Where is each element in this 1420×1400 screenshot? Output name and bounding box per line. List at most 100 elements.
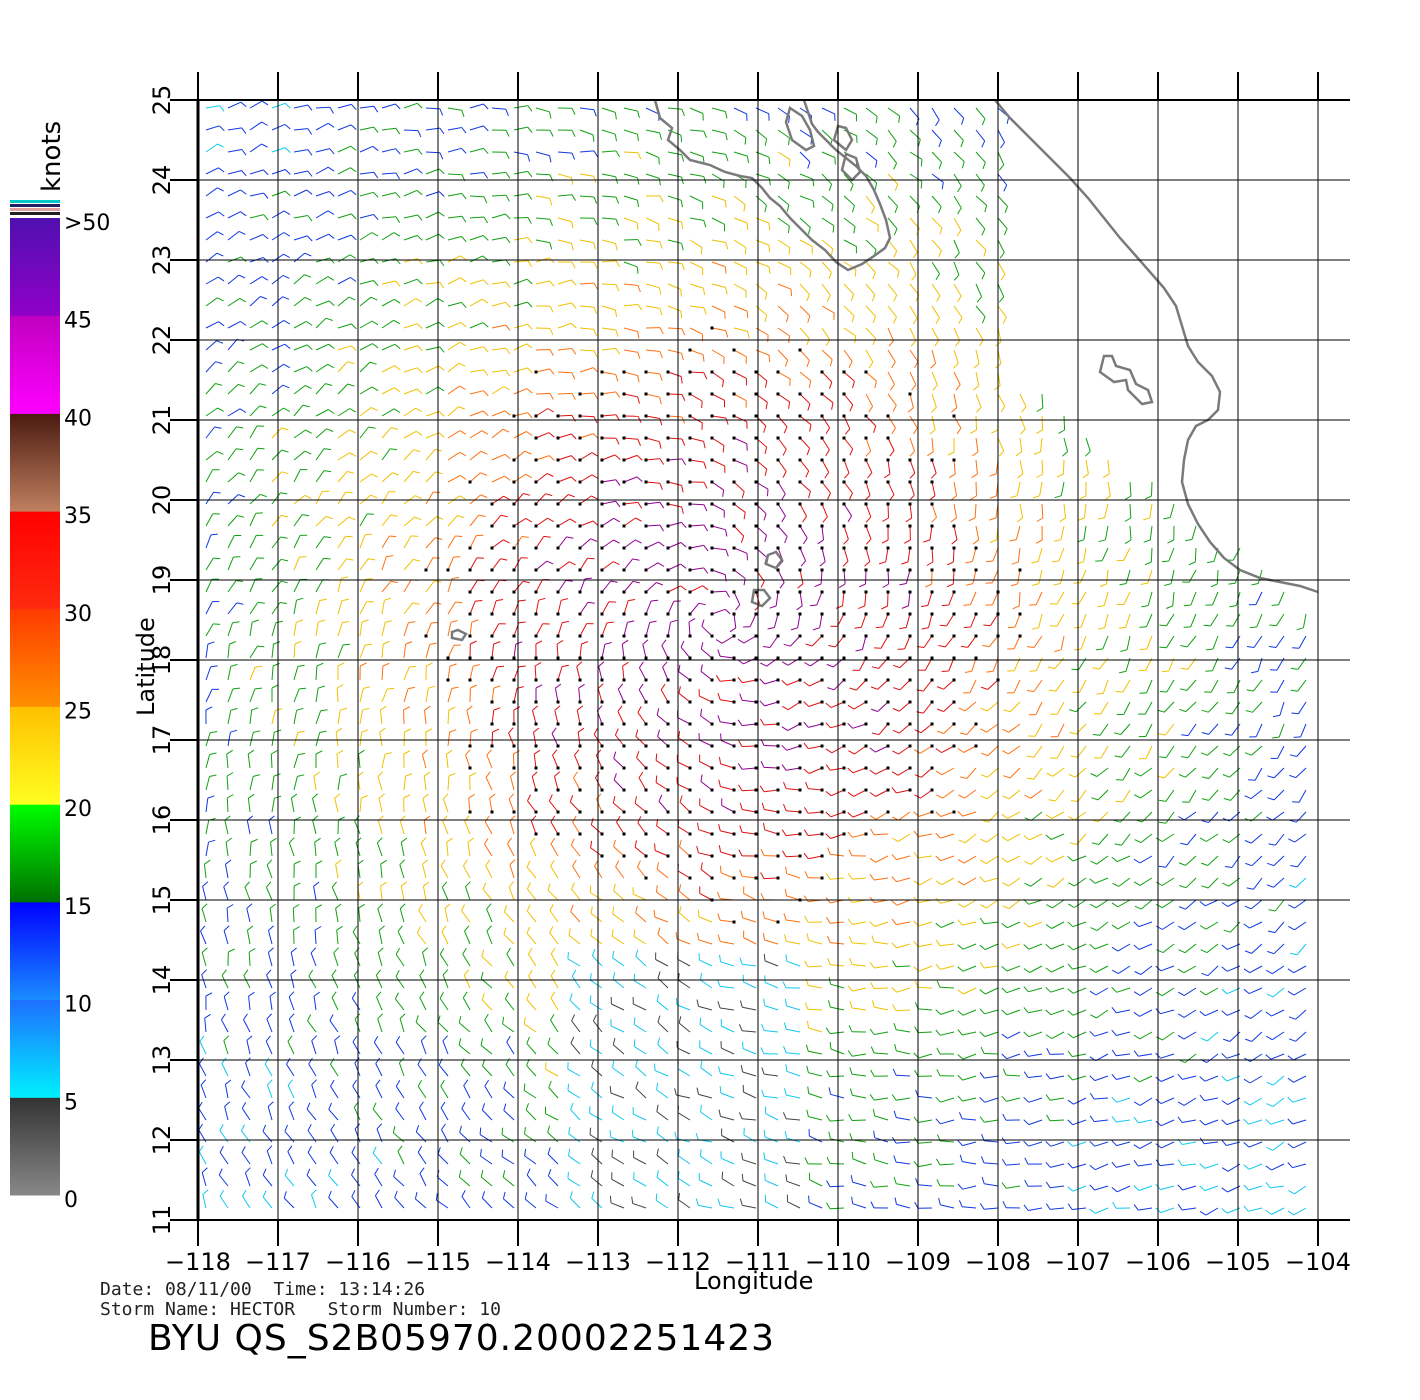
wind-barb [830, 921, 845, 924]
wind-barb-flag [1221, 944, 1228, 950]
wind-barb [989, 613, 999, 626]
wind-barb [1008, 877, 1021, 887]
rain-flag-dot [952, 568, 956, 572]
wind-barb-flag [263, 169, 269, 176]
wind-barb [943, 723, 955, 734]
wind-barb [352, 931, 361, 945]
wind-barb [975, 305, 986, 318]
wind-barb [689, 173, 704, 177]
wind-barb-flag [615, 374, 619, 382]
wind-barb [689, 544, 704, 549]
rain-flag-dot [732, 502, 736, 506]
wind-barb-flag [700, 1105, 702, 1113]
wind-barb-flag [293, 904, 300, 909]
wind-barb-flag [284, 102, 291, 109]
wind-barb-flag [350, 276, 357, 282]
wind-barb [601, 644, 606, 659]
wind-barb [557, 600, 562, 615]
wind-barb-flag [571, 261, 576, 269]
wind-barb-flag [760, 872, 765, 879]
wind-barb [970, 613, 977, 628]
wind-barb [1161, 921, 1175, 930]
wind-barb [733, 129, 747, 139]
wind-barb [700, 781, 713, 791]
wind-barb-flag [504, 475, 511, 481]
wind-barb [1273, 789, 1285, 801]
wind-barb [698, 829, 713, 835]
wind-barb [797, 613, 801, 628]
wind-barb-flag [287, 1079, 293, 1086]
wind-barb-flag [950, 517, 957, 523]
wind-barb [464, 820, 471, 835]
wind-barb-flag [681, 328, 686, 336]
wind-barb-flag [1155, 903, 1163, 909]
wind-barb-flag [635, 539, 642, 544]
wind-barb-flag [891, 787, 897, 794]
wind-barb-flag [659, 241, 663, 249]
wind-barb [1182, 1075, 1197, 1080]
wind-barb-flag [1200, 949, 1208, 954]
wind-barb [425, 191, 440, 197]
wind-barb [469, 298, 483, 307]
wind-barb-flag [637, 375, 640, 383]
rain-flag-dot [534, 524, 538, 528]
wind-barb [711, 107, 726, 113]
wind-barb [337, 600, 343, 615]
wind-barb-flag [979, 339, 984, 347]
wind-barb [403, 388, 418, 395]
rain-flag-dot [776, 568, 780, 572]
wind-barb [1117, 943, 1131, 952]
wind-barb [249, 447, 259, 461]
wind-barb-flag [348, 516, 356, 521]
wind-barb [1033, 745, 1043, 758]
rain-flag-dot [644, 744, 648, 748]
wind-barb-flag [870, 1046, 875, 1054]
wind-barb-flag [461, 236, 467, 243]
wind-barb-flag [759, 678, 765, 685]
wind-barb-flag [1007, 626, 1016, 629]
wind-barb-flag [764, 314, 768, 323]
wind-barb [689, 195, 703, 203]
wind-barb-flag [739, 802, 743, 810]
wind-barb [743, 937, 757, 945]
rain-flag-dot [864, 458, 868, 462]
wind-barb-flag [1067, 1099, 1074, 1105]
wind-barb-flag [400, 837, 408, 843]
wind-barb-flag [1201, 732, 1209, 735]
wind-barb-flag [965, 583, 974, 586]
wind-barb [574, 754, 581, 769]
wind-barb-flag [394, 992, 399, 1000]
wind-barb-flag [912, 317, 918, 325]
wind-barb-flag [337, 662, 345, 667]
wind-barb [621, 644, 625, 659]
rain-flag-dot [688, 546, 692, 550]
wind-barb [315, 233, 329, 241]
wind-barb [875, 789, 889, 797]
wind-barb [887, 195, 898, 207]
wind-barb [1008, 899, 1021, 910]
rain-flag-dot [490, 568, 494, 572]
rain-flag-dot [666, 458, 670, 462]
rain-flag-dot [644, 832, 648, 836]
wind-barb [249, 343, 263, 351]
wind-barb [1207, 965, 1219, 977]
wind-barb [469, 369, 484, 373]
wind-barb-flag [763, 822, 766, 830]
rain-flag-dot [908, 744, 912, 748]
wind-barb [898, 723, 911, 734]
wind-barb [1208, 701, 1219, 713]
wind-barb [526, 999, 537, 1011]
wind-barb [689, 503, 705, 506]
wind-barb [293, 297, 306, 307]
wind-barb-flag [1272, 714, 1280, 718]
wind-barb-flag [957, 185, 962, 193]
wind-barb [799, 283, 810, 295]
wind-barb-flag [637, 396, 640, 404]
rain-flag-dot [468, 568, 472, 572]
wind-barb-flag [847, 918, 853, 925]
wind-barb [808, 833, 823, 837]
wind-barb [226, 907, 229, 923]
wind-barb-flag [935, 1029, 941, 1036]
wind-barb [381, 491, 390, 505]
wind-barb [909, 305, 918, 319]
